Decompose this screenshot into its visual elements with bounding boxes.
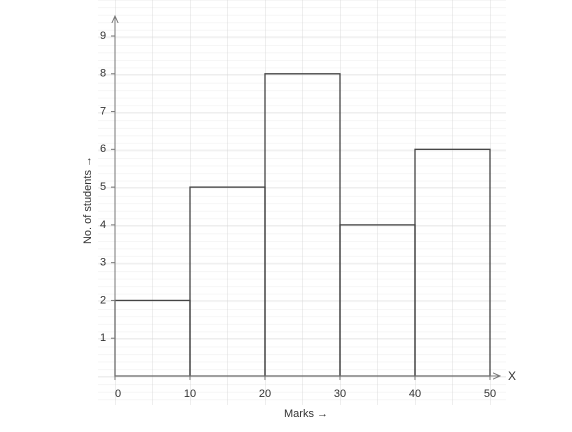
y-tick-label: 1 bbox=[100, 332, 106, 344]
x-tick-label: 30 bbox=[334, 388, 346, 400]
bar bbox=[189, 186, 266, 377]
x-axis-label: Marks → bbox=[284, 408, 328, 420]
y-tick-label: 9 bbox=[100, 30, 106, 42]
y-tick-label: 7 bbox=[100, 105, 106, 117]
x-axis-end-label: X bbox=[508, 369, 516, 383]
y-tick-label: 5 bbox=[100, 181, 106, 193]
y-tick-label: 6 bbox=[100, 143, 106, 155]
x-tick-label: 0 bbox=[115, 388, 121, 400]
y-tick-label: 8 bbox=[100, 68, 106, 80]
y-tick-label: 3 bbox=[100, 257, 106, 269]
y-tick-label: 2 bbox=[100, 294, 106, 306]
x-tick-label: 20 bbox=[259, 388, 271, 400]
grid-paper bbox=[98, 0, 506, 405]
y-axis-label: No. of students → bbox=[82, 156, 94, 244]
grid bbox=[98, 0, 506, 405]
y-tick-label: 4 bbox=[100, 219, 106, 231]
x-tick-label: 50 bbox=[484, 388, 496, 400]
bar bbox=[414, 148, 491, 377]
x-tick-label: 10 bbox=[184, 388, 196, 400]
x-tick-label: 40 bbox=[409, 388, 421, 400]
bar bbox=[264, 73, 341, 377]
bar bbox=[114, 299, 191, 377]
bar bbox=[339, 224, 416, 377]
